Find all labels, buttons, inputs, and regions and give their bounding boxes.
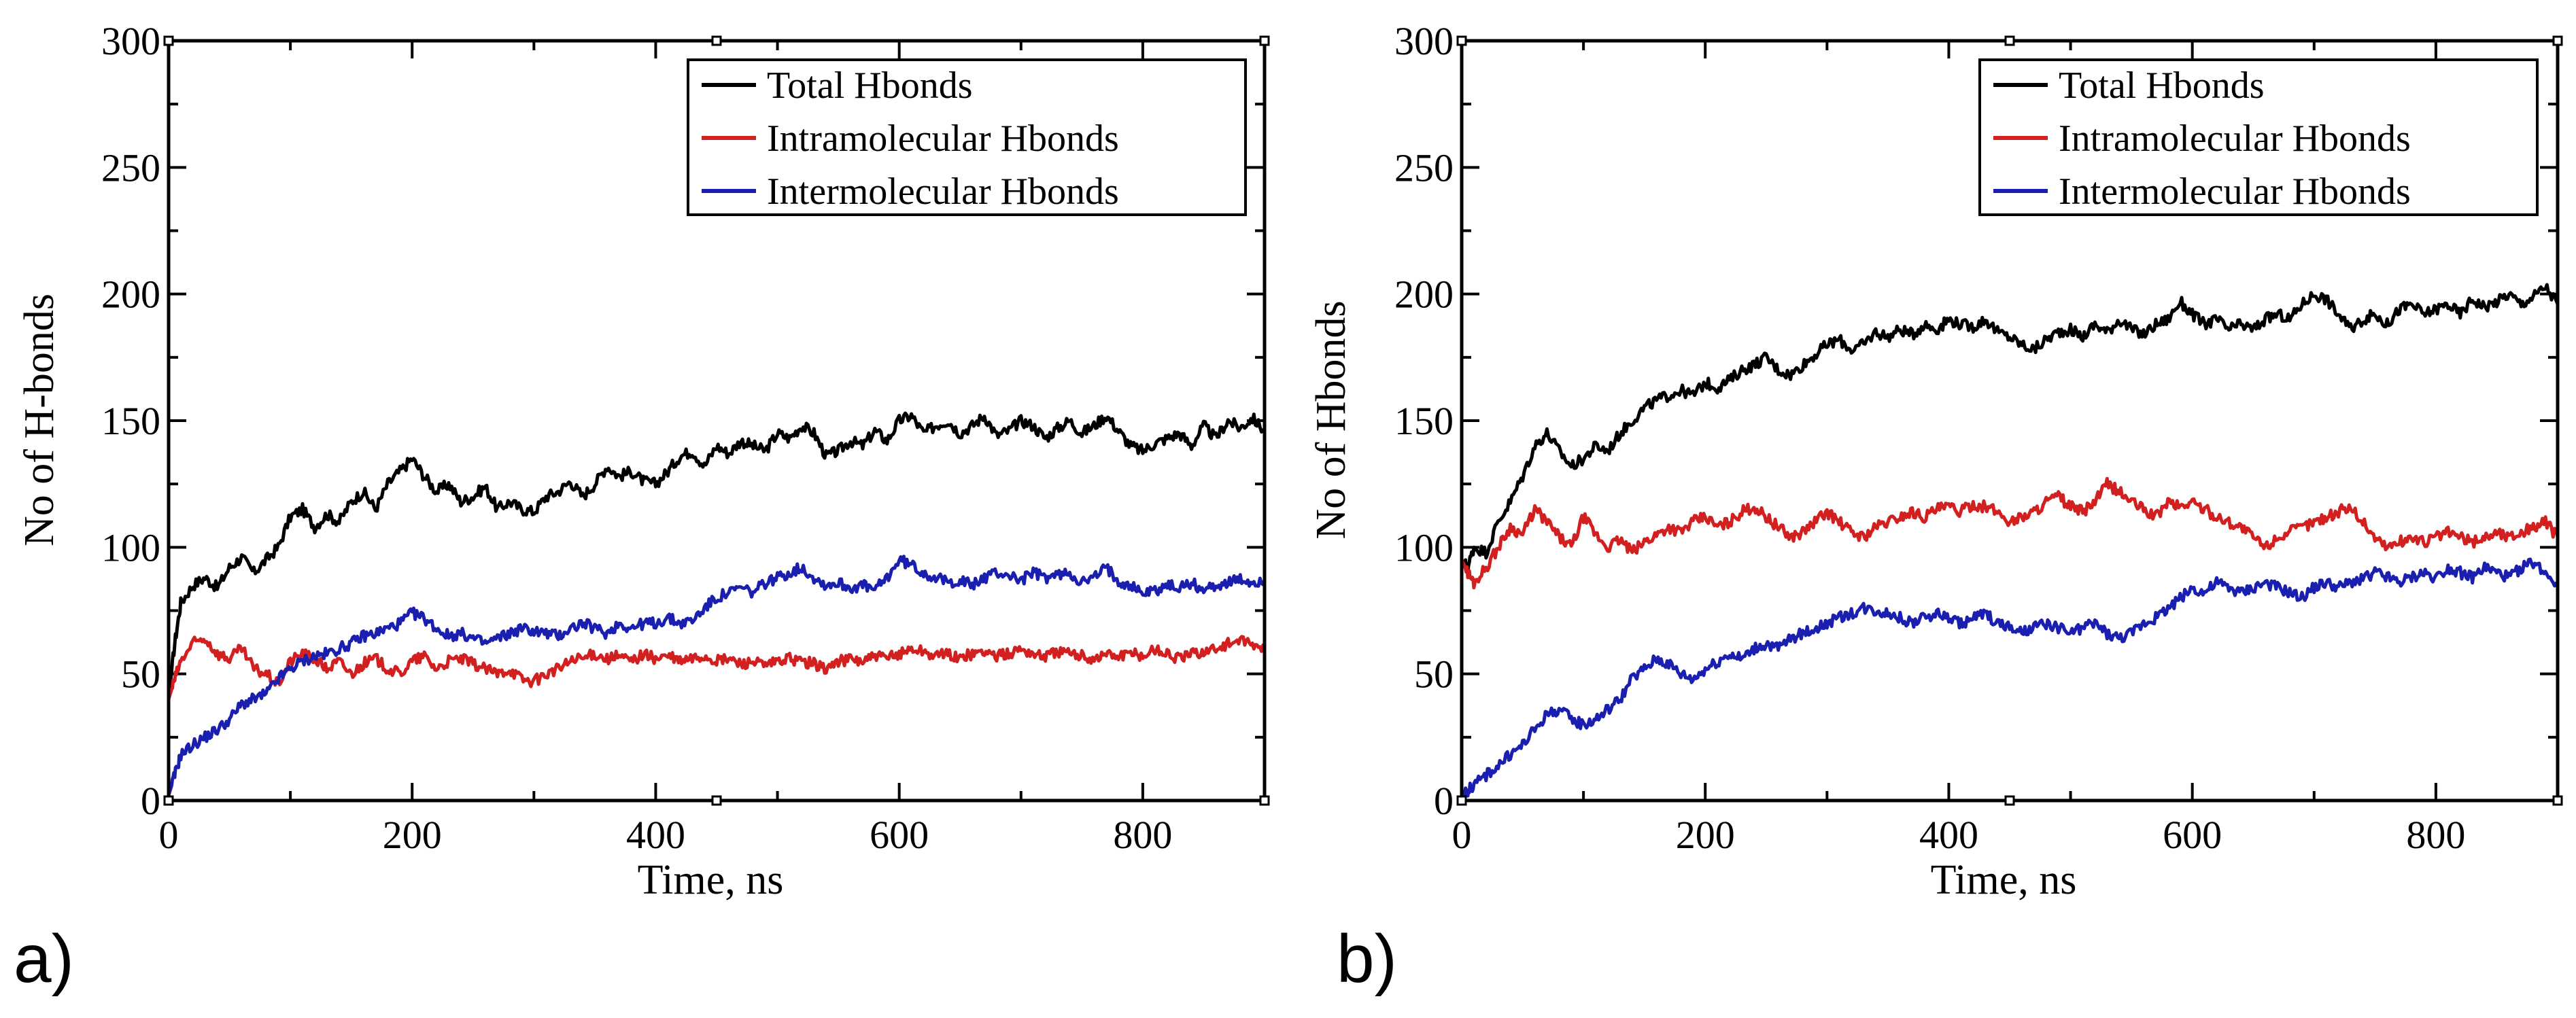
legend-label-intermolecular: Intermolecular Hbonds <box>767 171 1119 213</box>
frame-marker <box>163 35 174 46</box>
y-tick-label: 0 <box>141 779 160 823</box>
x-tick-label: 800 <box>2406 813 2465 857</box>
x-tick-label: 800 <box>1113 813 1172 857</box>
frame-marker <box>2004 795 2015 806</box>
chart-panel-b: No of Hbonds Time, ns 0 200 400 600 800 0 50 10… <box>1308 19 2563 997</box>
series-line-total <box>1460 283 2560 574</box>
frame-corner-markers <box>1456 35 2563 806</box>
frame-corner-markers <box>163 35 1270 806</box>
legend-label-intramolecular: Intramolecular Hbonds <box>2059 118 2411 160</box>
series-line-intermolecular <box>167 555 1267 796</box>
frame-marker <box>1456 795 1467 806</box>
y-tick-label: 250 <box>101 145 160 190</box>
legend-label-total: Total Hbonds <box>2059 65 2265 107</box>
legend-label-total: Total Hbonds <box>767 65 973 107</box>
chart-panel-a: No of H-bonds Time, ns 0 200 400 600 800 0 50 1… <box>14 19 1270 997</box>
frame-marker <box>163 795 174 806</box>
y-tick-label: 150 <box>101 399 160 443</box>
plot-area <box>167 411 1267 796</box>
panel-label-b: b) <box>1337 921 1397 997</box>
y-tick-label: 100 <box>101 525 160 569</box>
plot-area <box>1460 283 2560 798</box>
series-line-intermolecular <box>1460 557 2558 798</box>
y-tick-label: 100 <box>1394 525 1454 569</box>
x-axis-label: Time, ns <box>638 857 784 903</box>
y-tick-label: 200 <box>1394 273 1454 317</box>
series-line-intramolecular <box>1460 476 2560 590</box>
series-line-total <box>167 411 1266 700</box>
frame-marker <box>711 795 722 806</box>
y-tick-label: 50 <box>1414 652 1454 697</box>
x-tick-label: 0 <box>1452 813 1472 857</box>
y-axis-label: No of Hbonds <box>1308 300 1354 539</box>
y-tick-label: 50 <box>121 652 160 697</box>
x-tick-label: 400 <box>626 813 685 857</box>
frame-marker <box>2004 35 2015 46</box>
frame-marker <box>1456 35 1467 46</box>
y-tick-label: 0 <box>1434 779 1454 823</box>
legend-box <box>1978 58 2539 216</box>
x-tick-label: 0 <box>159 813 179 857</box>
axis-ticks: 0 200 400 600 800 0 50 100 150 200 250 300 <box>101 19 1266 857</box>
legend: Total Hbonds Intramolecular Hbonds Inter… <box>687 58 1247 216</box>
legend-label-intramolecular: Intramolecular Hbonds <box>767 118 1119 160</box>
legend: Total Hbonds Intramolecular Hbonds Inter… <box>1978 58 2539 216</box>
legend-label-intermolecular: Intermolecular Hbonds <box>2059 171 2411 213</box>
series-line-intramolecular <box>167 635 1267 700</box>
y-tick-label: 250 <box>1394 145 1454 190</box>
panel-label-a: a) <box>14 921 74 997</box>
x-tick-label: 600 <box>2163 813 2222 857</box>
axis-ticks: 0 200 400 600 800 0 50 100 150 200 250 300 <box>1394 19 2559 857</box>
y-tick-label: 300 <box>101 19 160 63</box>
frame-marker <box>2552 35 2563 46</box>
legend-box <box>687 58 1247 216</box>
x-tick-label: 200 <box>383 813 442 857</box>
y-tick-label: 200 <box>101 273 160 317</box>
frame-marker <box>1259 795 1270 806</box>
x-tick-label: 600 <box>870 813 929 857</box>
x-axis-label: Time, ns <box>1931 857 2077 903</box>
y-axis-label: No of H-bonds <box>16 294 63 546</box>
frame-marker <box>1259 35 1270 46</box>
y-tick-label: 300 <box>1394 19 1454 63</box>
frame-marker <box>2552 795 2563 806</box>
frame-marker <box>711 35 722 46</box>
x-tick-label: 200 <box>1676 813 1735 857</box>
y-tick-label: 150 <box>1394 399 1454 443</box>
x-tick-label: 400 <box>1919 813 1978 857</box>
